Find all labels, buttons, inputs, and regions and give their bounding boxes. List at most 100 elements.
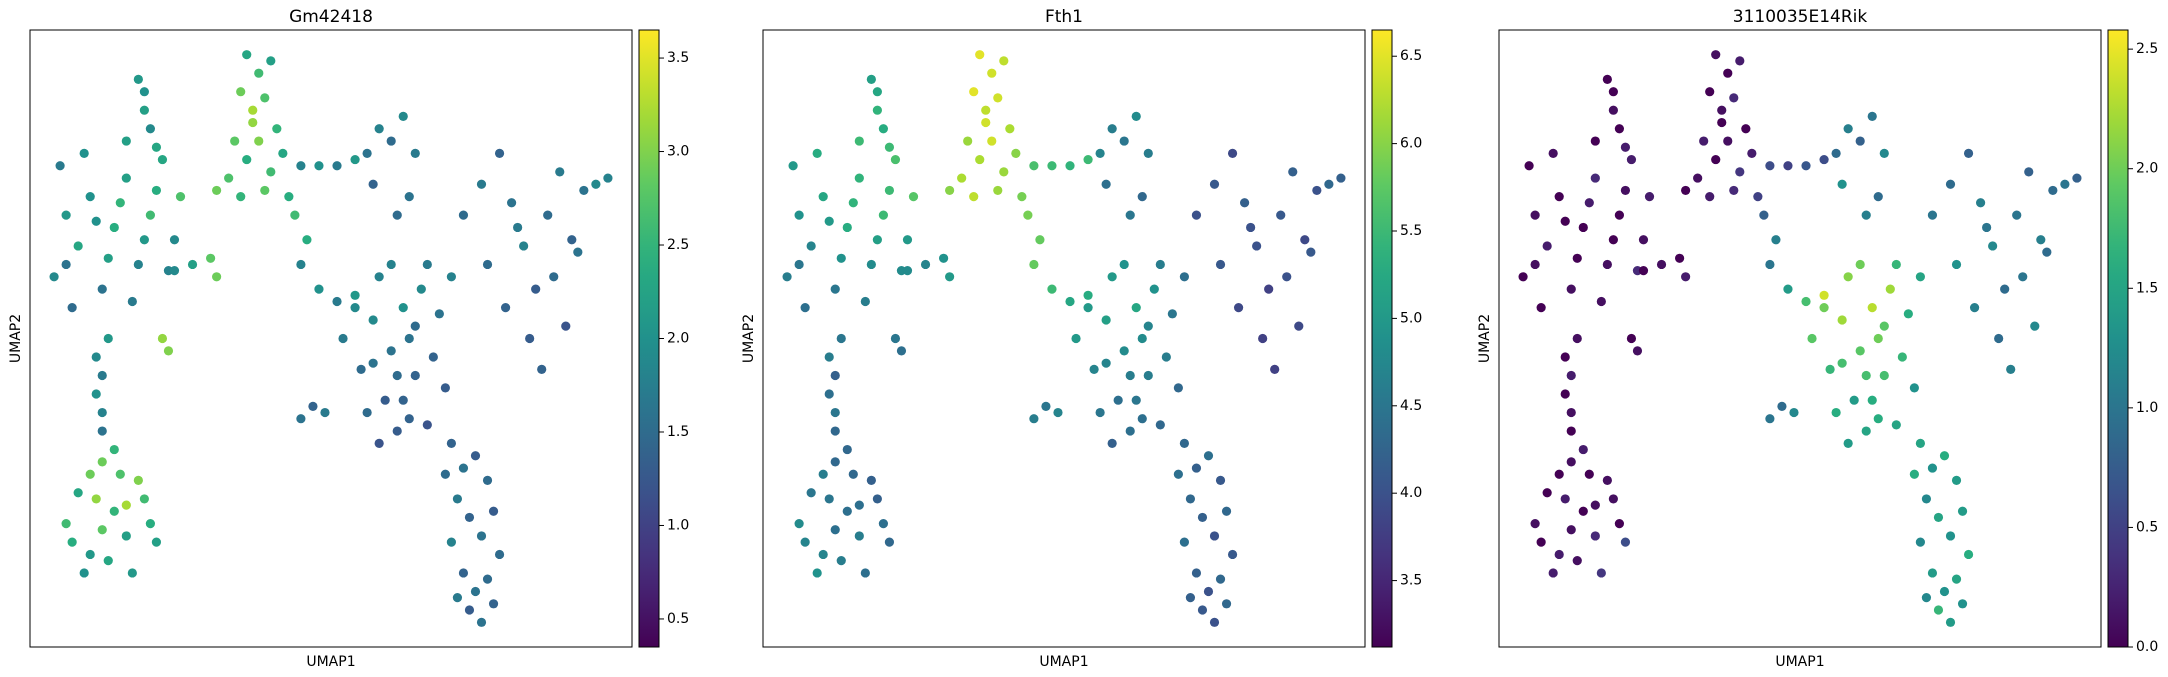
data-point	[561, 321, 571, 331]
data-point	[115, 198, 125, 208]
data-point	[1137, 191, 1147, 202]
data-point	[332, 296, 342, 307]
data-point	[1300, 235, 1310, 245]
data-point	[97, 457, 107, 467]
data-point	[224, 173, 234, 183]
data-point	[1101, 179, 1111, 189]
data-point	[91, 389, 101, 399]
data-point	[963, 136, 973, 146]
data-point	[236, 191, 246, 202]
data-point	[212, 272, 222, 282]
data-point	[1101, 315, 1111, 325]
data-point	[890, 154, 901, 165]
data-point	[969, 87, 979, 97]
data-point	[1843, 124, 1853, 134]
data-point	[187, 259, 198, 270]
data-point	[579, 185, 589, 196]
data-point	[1614, 519, 1624, 529]
data-point	[133, 74, 143, 84]
data-point	[236, 87, 246, 97]
data-point	[1681, 185, 1691, 196]
data-point	[836, 253, 846, 263]
data-point	[2006, 364, 2016, 374]
data-point	[73, 488, 83, 498]
data-point	[854, 136, 864, 146]
data-point	[513, 222, 523, 233]
data-point	[121, 136, 131, 146]
data-point	[1693, 173, 1703, 183]
data-point	[254, 68, 264, 78]
data-point	[1879, 321, 1889, 331]
data-point	[824, 389, 834, 399]
data-point	[854, 531, 864, 541]
data-point	[824, 494, 834, 504]
data-point	[446, 438, 456, 448]
data-point	[902, 266, 913, 276]
data-point	[464, 605, 475, 615]
data-point	[440, 383, 450, 393]
data-point	[362, 148, 372, 158]
data-point	[97, 370, 107, 381]
data-point	[1753, 191, 1763, 202]
data-point	[537, 364, 547, 374]
data-point	[350, 303, 360, 313]
colorbar-tick-label: 1.5	[667, 424, 689, 440]
data-point	[1137, 414, 1147, 424]
data-point	[1173, 383, 1183, 393]
data-point	[494, 148, 505, 158]
data-point	[470, 586, 481, 597]
data-point	[993, 93, 1003, 103]
data-point	[145, 124, 155, 134]
colorbar-tick-label: 4.0	[1400, 485, 1422, 501]
data-point	[404, 414, 414, 424]
data-point	[55, 161, 65, 171]
data-point	[1825, 364, 1835, 374]
colorbar-tick-label: 1.0	[667, 517, 689, 533]
data-point	[1819, 290, 1829, 300]
data-point	[386, 259, 396, 270]
data-point	[1023, 210, 1033, 220]
data-point	[2060, 179, 2070, 189]
data-point	[1071, 333, 1081, 344]
data-point	[1095, 148, 1105, 158]
data-point	[1783, 161, 1793, 171]
data-point	[2042, 247, 2052, 257]
data-point	[1988, 241, 1998, 251]
data-point	[1548, 568, 1558, 578]
data-point	[494, 549, 505, 560]
data-point	[1179, 438, 1189, 448]
data-point	[999, 167, 1009, 177]
data-point	[830, 407, 840, 418]
data-point	[1125, 370, 1135, 381]
data-point	[794, 210, 804, 220]
data-point	[464, 512, 475, 523]
data-point	[1560, 216, 1570, 226]
data-point	[67, 537, 77, 547]
data-point	[1197, 605, 1208, 615]
data-point	[830, 370, 840, 381]
data-point	[109, 222, 119, 233]
data-point	[1819, 303, 1829, 313]
colorbar-tick-label: 3.0	[667, 144, 689, 160]
data-point	[567, 235, 577, 245]
data-point	[1801, 296, 1811, 307]
data-point	[392, 426, 402, 436]
data-point	[1867, 111, 1877, 121]
data-point	[1173, 469, 1183, 479]
data-point	[1203, 451, 1214, 461]
data-point	[1542, 488, 1552, 498]
data-point	[2012, 210, 2022, 220]
data-point	[1542, 241, 1552, 251]
data-point	[884, 185, 895, 196]
data-point	[1777, 401, 1787, 411]
data-point	[398, 395, 408, 405]
data-point	[1807, 333, 1817, 344]
data-point	[1596, 568, 1606, 578]
data-point	[1759, 210, 1769, 220]
data-point	[392, 210, 402, 220]
data-point	[133, 475, 143, 486]
data-point	[416, 284, 426, 294]
data-point	[854, 173, 864, 183]
data-point	[1626, 333, 1637, 344]
data-point	[1699, 136, 1709, 146]
